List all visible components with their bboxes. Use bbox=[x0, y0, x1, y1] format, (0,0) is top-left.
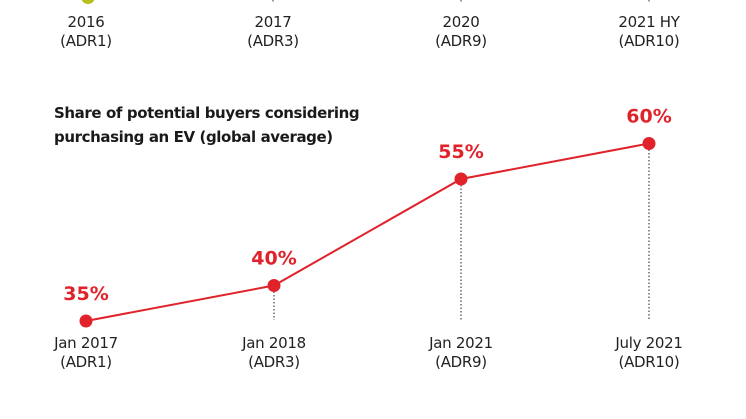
x-tick-date: July 2021 bbox=[615, 334, 683, 352]
top-chart-partial bbox=[81, 0, 650, 4]
chart-title: Share of potential buyers considering pu… bbox=[54, 101, 360, 149]
top-category-survey: (ADR10) bbox=[618, 32, 680, 50]
top-category-year: 2021 HY bbox=[618, 13, 680, 31]
top-category-survey: (ADR3) bbox=[247, 32, 299, 50]
chart-title-line-1: Share of potential buyers considering bbox=[54, 104, 360, 122]
x-tick-survey: (ADR10) bbox=[618, 353, 680, 371]
data-label: 55% bbox=[438, 141, 483, 163]
x-tick-survey: (ADR3) bbox=[248, 353, 300, 371]
top-category-survey: (ADR1) bbox=[60, 32, 112, 50]
x-tick-label: July 2021 (ADR10) bbox=[579, 334, 719, 372]
top-category-year: 2017 bbox=[254, 13, 292, 31]
x-tick-survey: (ADR9) bbox=[435, 353, 487, 371]
top-category-year: 2020 bbox=[442, 13, 480, 31]
data-point bbox=[454, 172, 468, 186]
data-point bbox=[642, 137, 656, 150]
top-category-label-2: 2020 (ADR9) bbox=[391, 13, 531, 51]
data-label: 40% bbox=[251, 248, 296, 270]
x-tick-survey: (ADR1) bbox=[60, 353, 112, 371]
top-category-year: 2016 bbox=[67, 13, 105, 31]
x-tick-label: Jan 2021 (ADR9) bbox=[391, 334, 531, 372]
data-point bbox=[79, 314, 93, 328]
series-line bbox=[85, 142, 650, 322]
x-tick-date: Jan 2018 bbox=[242, 334, 306, 352]
data-label: 60% bbox=[626, 106, 671, 128]
data-point bbox=[267, 279, 281, 292]
x-tick-label: Jan 2017 (ADR1) bbox=[16, 334, 156, 372]
top-category-label-0: 2016 (ADR1) bbox=[16, 13, 156, 51]
x-tick-date: Jan 2021 bbox=[429, 334, 493, 352]
top-category-label-1: 2017 (ADR3) bbox=[203, 13, 343, 51]
top-category-survey: (ADR9) bbox=[435, 32, 487, 50]
data-label: 35% bbox=[63, 283, 108, 305]
x-tick-label: Jan 2018 (ADR3) bbox=[204, 334, 344, 372]
top-chart-dot bbox=[81, 0, 95, 4]
x-tick-date: Jan 2017 bbox=[54, 334, 118, 352]
chart-title-line-2: purchasing an EV (global average) bbox=[54, 128, 333, 146]
top-category-label-3: 2021 HY (ADR10) bbox=[579, 13, 719, 51]
